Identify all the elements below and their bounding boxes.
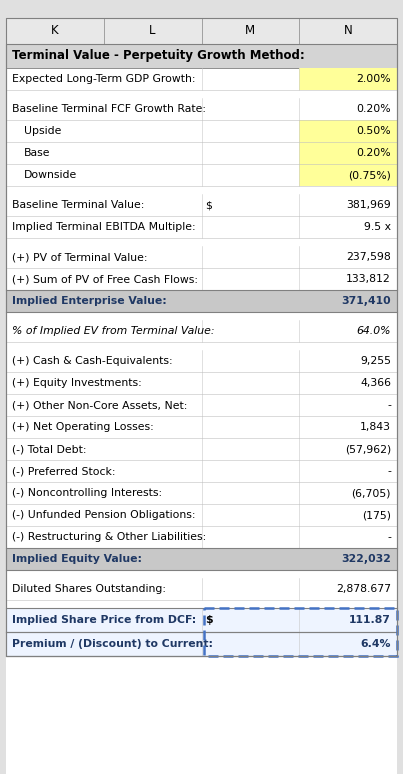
Bar: [6, 246, 397, 268]
Bar: [6, 164, 397, 186]
Text: (-) Unfunded Pension Obligations:: (-) Unfunded Pension Obligations:: [12, 510, 195, 520]
Text: -: -: [387, 532, 391, 542]
Text: 133,812: 133,812: [346, 274, 391, 284]
Text: L: L: [150, 25, 156, 37]
Bar: [6, 290, 397, 312]
Text: 2.00%: 2.00%: [356, 74, 391, 84]
Text: (-) Restructuring & Other Liabilities:: (-) Restructuring & Other Liabilities:: [12, 532, 206, 542]
Text: 0.50%: 0.50%: [356, 126, 391, 136]
Bar: [6, 570, 397, 578]
Bar: [299, 68, 397, 90]
Text: (+) Net Operating Losses:: (+) Net Operating Losses:: [12, 422, 154, 432]
Bar: [6, 526, 397, 548]
Text: (-) Noncontrolling Interests:: (-) Noncontrolling Interests:: [12, 488, 162, 498]
Bar: [6, 194, 397, 216]
Bar: [6, 312, 397, 320]
Text: $: $: [206, 615, 213, 625]
Bar: [6, 372, 397, 394]
Bar: [299, 290, 397, 312]
Text: 64.0%: 64.0%: [357, 326, 391, 336]
Text: 9,255: 9,255: [360, 356, 391, 366]
Bar: [6, 350, 397, 372]
Text: Upside: Upside: [24, 126, 61, 136]
Text: 322,032: 322,032: [341, 554, 391, 564]
Text: Baseline Terminal FCF Growth Rate:: Baseline Terminal FCF Growth Rate:: [12, 104, 206, 114]
Bar: [299, 120, 397, 142]
Text: (+) PV of Terminal Value:: (+) PV of Terminal Value:: [12, 252, 147, 262]
Text: 0.20%: 0.20%: [356, 148, 391, 158]
Text: K: K: [51, 25, 59, 37]
Bar: [6, 320, 397, 342]
Text: 2,878.677: 2,878.677: [336, 584, 391, 594]
Bar: [299, 142, 397, 164]
Bar: [6, 342, 397, 350]
Bar: [6, 504, 397, 526]
Text: Implied Enterprise Value:: Implied Enterprise Value:: [12, 296, 167, 306]
Bar: [6, 44, 397, 68]
Text: 6.4%: 6.4%: [361, 639, 391, 649]
Bar: [299, 548, 397, 570]
Bar: [204, 608, 397, 656]
Bar: [6, 44, 397, 656]
Bar: [6, 90, 397, 98]
Text: (175): (175): [362, 510, 391, 520]
Text: (+) Equity Investments:: (+) Equity Investments:: [12, 378, 142, 388]
Bar: [6, 394, 397, 416]
Text: (-) Preferred Stock:: (-) Preferred Stock:: [12, 466, 116, 476]
Bar: [6, 68, 397, 90]
Text: Base: Base: [24, 148, 50, 158]
Text: Diluted Shares Outstanding:: Diluted Shares Outstanding:: [12, 584, 166, 594]
Bar: [6, 186, 397, 194]
Text: 4,366: 4,366: [360, 378, 391, 388]
Bar: [6, 268, 397, 290]
Text: (+) Other Non-Core Assets, Net:: (+) Other Non-Core Assets, Net:: [12, 400, 187, 410]
Bar: [6, 482, 397, 504]
Text: Premium / (Discount) to Current:: Premium / (Discount) to Current:: [12, 639, 213, 649]
Text: 1,843: 1,843: [360, 422, 391, 432]
Text: (-) Total Debt:: (-) Total Debt:: [12, 444, 87, 454]
Text: Downside: Downside: [24, 170, 77, 180]
Bar: [6, 548, 397, 570]
Text: 381,969: 381,969: [346, 200, 391, 210]
Text: (+) Sum of PV of Free Cash Flows:: (+) Sum of PV of Free Cash Flows:: [12, 274, 198, 284]
Text: (57,962): (57,962): [345, 444, 391, 454]
Text: -: -: [387, 466, 391, 476]
Text: Terminal Value - Perpetuity Growth Method:: Terminal Value - Perpetuity Growth Metho…: [12, 50, 305, 63]
Text: (+) Cash & Cash-Equivalents:: (+) Cash & Cash-Equivalents:: [12, 356, 172, 366]
Text: 237,598: 237,598: [346, 252, 391, 262]
Bar: [6, 142, 397, 164]
Text: 111.87: 111.87: [349, 615, 391, 625]
Text: % of Implied EV from Terminal Value:: % of Implied EV from Terminal Value:: [12, 326, 214, 336]
Text: N: N: [344, 25, 353, 37]
Text: M: M: [245, 25, 256, 37]
Text: Expected Long-Term GDP Growth:: Expected Long-Term GDP Growth:: [12, 74, 195, 84]
Text: (0.75%): (0.75%): [348, 170, 391, 180]
Text: 371,410: 371,410: [341, 296, 391, 306]
Bar: [6, 632, 397, 656]
Bar: [6, 608, 397, 632]
Text: $: $: [206, 200, 212, 210]
Bar: [6, 460, 397, 482]
Text: Implied Equity Value:: Implied Equity Value:: [12, 554, 142, 564]
Bar: [6, 18, 397, 656]
Bar: [6, 600, 397, 608]
Bar: [6, 438, 397, 460]
Text: -: -: [387, 400, 391, 410]
Bar: [6, 416, 397, 438]
Text: Baseline Terminal Value:: Baseline Terminal Value:: [12, 200, 144, 210]
Bar: [299, 164, 397, 186]
Bar: [6, 216, 397, 238]
Bar: [6, 238, 397, 246]
Bar: [6, 578, 397, 600]
Text: 9.5 x: 9.5 x: [364, 222, 391, 232]
Text: 0.20%: 0.20%: [356, 104, 391, 114]
Text: Implied Share Price from DCF:: Implied Share Price from DCF:: [12, 615, 196, 625]
Text: Implied Terminal EBITDA Multiple:: Implied Terminal EBITDA Multiple:: [12, 222, 195, 232]
Bar: [6, 120, 397, 142]
Bar: [6, 98, 397, 120]
Text: (6,705): (6,705): [351, 488, 391, 498]
Bar: [6, 18, 397, 44]
